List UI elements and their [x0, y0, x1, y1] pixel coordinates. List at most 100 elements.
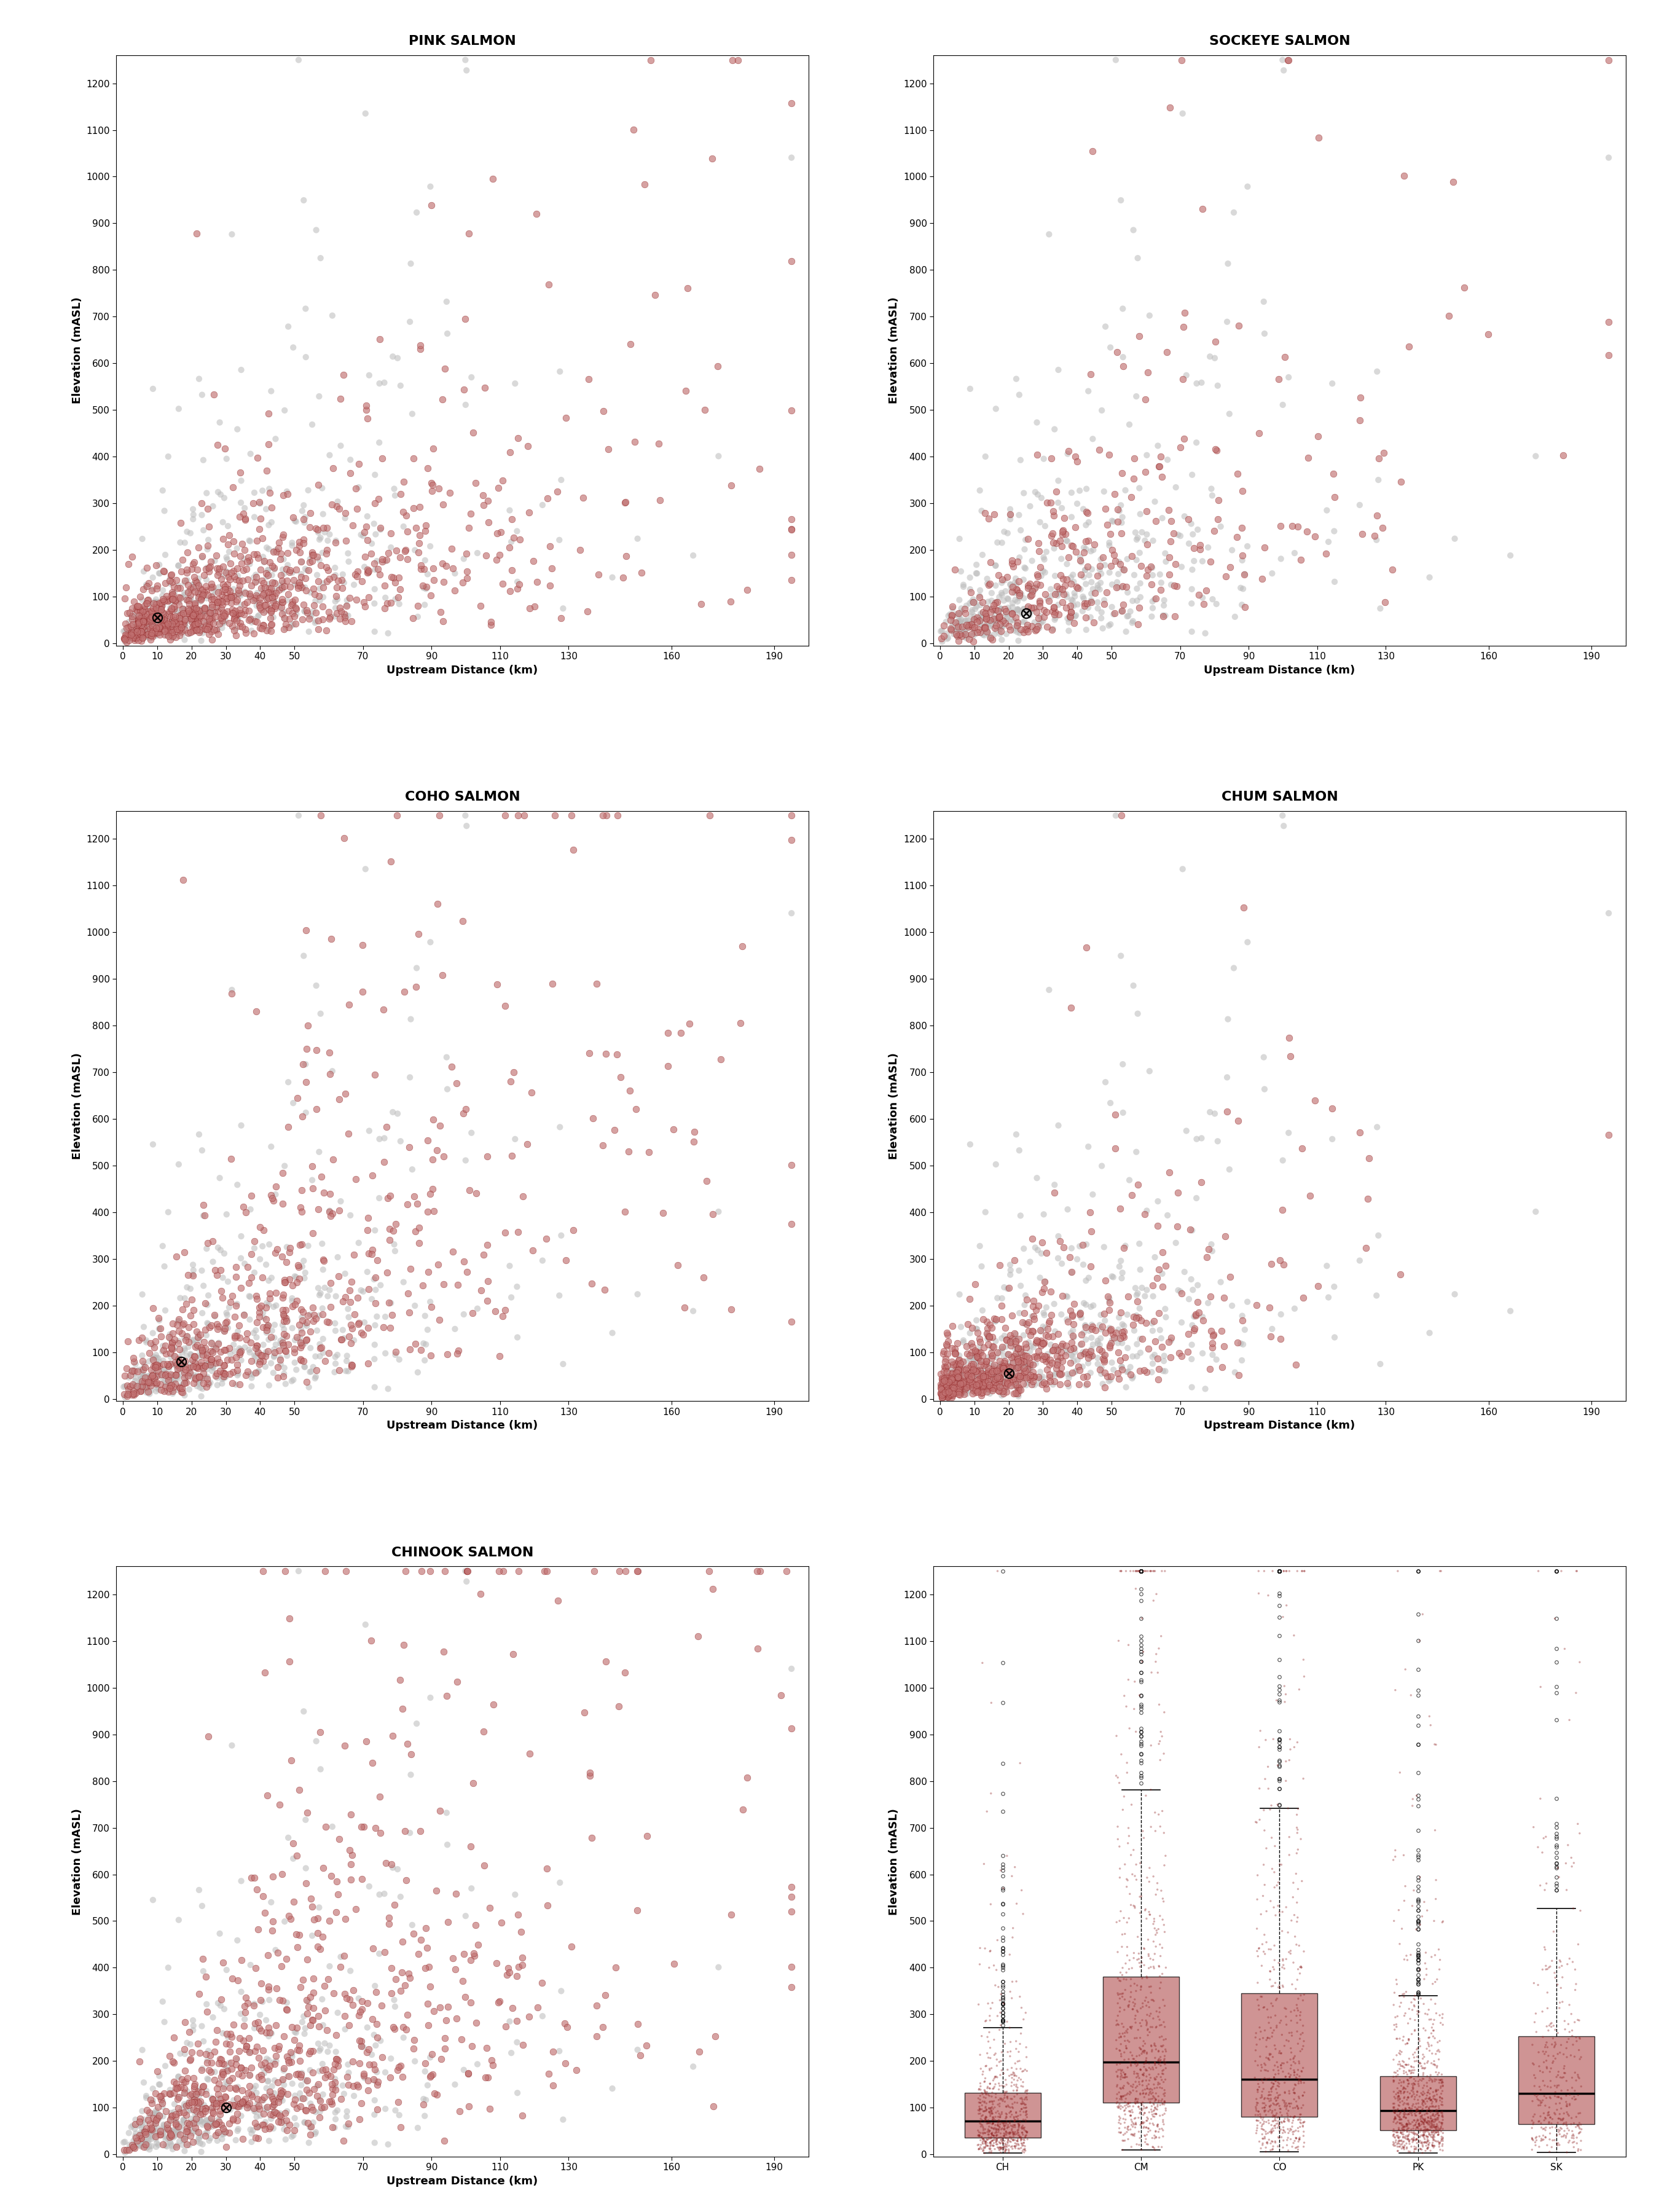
- Point: [1262, 2124, 1289, 2159]
- Point: [1128, 1944, 1155, 1980]
- Point: [1025, 1360, 1052, 1396]
- Point: [363, 2020, 390, 2055]
- Point: [202, 2055, 229, 2090]
- Point: [282, 502, 309, 538]
- Point: [992, 597, 1019, 633]
- Point: [1538, 2106, 1564, 2141]
- Point: [1387, 1256, 1413, 1292]
- Point: [128, 593, 154, 628]
- Point: [169, 1307, 196, 1343]
- Point: [202, 2117, 229, 2152]
- Point: [975, 1327, 1002, 1363]
- Point: [1261, 2066, 1287, 2101]
- Point: [1108, 1736, 1135, 1772]
- Point: [1010, 1345, 1037, 1380]
- Point: [1040, 1365, 1067, 1400]
- Point: [985, 2097, 1012, 2132]
- Point: [1412, 2121, 1438, 2157]
- Point: [1400, 2104, 1427, 2139]
- Point: [1423, 2093, 1450, 2128]
- Point: [1251, 2086, 1277, 2121]
- Point: [1150, 1931, 1176, 1966]
- Point: [370, 1310, 397, 1345]
- Point: [989, 1378, 1015, 1413]
- Point: [1123, 1327, 1150, 1363]
- Point: [1118, 2108, 1145, 2143]
- Point: [1107, 2033, 1133, 2068]
- Point: [299, 1889, 325, 1924]
- Point: [287, 564, 314, 599]
- Point: [229, 564, 255, 599]
- Point: [1274, 2121, 1301, 2157]
- Point: [224, 2042, 251, 2077]
- Point: [1392, 2095, 1418, 2130]
- Point: [148, 1356, 174, 1391]
- Point: [236, 2086, 262, 2121]
- Point: [1123, 2048, 1150, 2084]
- Point: [990, 2108, 1017, 2143]
- Point: [257, 2097, 284, 2132]
- Point: [207, 591, 234, 626]
- Point: [980, 1356, 1007, 1391]
- Point: [1097, 555, 1123, 591]
- Point: [1425, 2101, 1452, 2137]
- Point: [1213, 560, 1239, 595]
- Point: [189, 580, 216, 615]
- Point: [151, 595, 178, 630]
- Point: [1253, 1723, 1279, 1759]
- Point: [1141, 484, 1168, 520]
- Point: [1121, 557, 1148, 593]
- Point: [377, 1177, 403, 1212]
- Point: [1118, 1787, 1145, 1823]
- Point: [971, 2073, 997, 2108]
- Point: [1108, 2079, 1135, 2115]
- Point: [972, 591, 999, 626]
- Point: [1261, 2028, 1287, 2064]
- Point: [1126, 2066, 1153, 2101]
- Point: [1545, 1966, 1571, 2002]
- Point: [212, 2064, 239, 2099]
- Point: [158, 2117, 184, 2152]
- Point: [1009, 2090, 1035, 2126]
- Point: [1269, 1893, 1296, 1929]
- Point: [1422, 2095, 1448, 2130]
- Point: [971, 1360, 997, 1396]
- Point: [1408, 2126, 1435, 2161]
- Point: [974, 1369, 1000, 1405]
- Point: [154, 2110, 181, 2146]
- Point: [149, 553, 176, 588]
- Point: [1098, 566, 1125, 602]
- Point: [1113, 615, 1140, 650]
- Point: [126, 617, 153, 653]
- Point: [1015, 588, 1042, 624]
- Point: [163, 582, 189, 617]
- Point: [1218, 1259, 1244, 1294]
- Point: [974, 2035, 1000, 2070]
- Point: [1408, 2086, 1435, 2121]
- Point: [1408, 2081, 1435, 2117]
- Point: [1140, 2121, 1166, 2157]
- Point: [239, 2124, 265, 2159]
- Point: [1410, 2039, 1437, 2075]
- Point: [1561, 1973, 1588, 2008]
- Point: [778, 823, 805, 858]
- Point: [342, 1296, 368, 1332]
- Point: [1425, 2095, 1452, 2130]
- Point: [1256, 2081, 1282, 2117]
- Point: [1404, 2075, 1430, 2110]
- Y-axis label: Elevation (mASL): Elevation (mASL): [71, 296, 83, 405]
- Point: [997, 2099, 1024, 2135]
- Point: [999, 597, 1025, 633]
- Point: [967, 2101, 994, 2137]
- Point: [149, 582, 176, 617]
- Point: [927, 1367, 954, 1402]
- Point: [1407, 1951, 1433, 1986]
- Point: [1025, 557, 1052, 593]
- Point: [1387, 2128, 1413, 2163]
- Point: [1533, 2035, 1559, 2070]
- Point: [1531, 2028, 1558, 2064]
- Point: [1387, 2051, 1413, 2086]
- Point: [1146, 1898, 1173, 1933]
- Point: [1117, 2075, 1143, 2110]
- Point: [1128, 2086, 1155, 2121]
